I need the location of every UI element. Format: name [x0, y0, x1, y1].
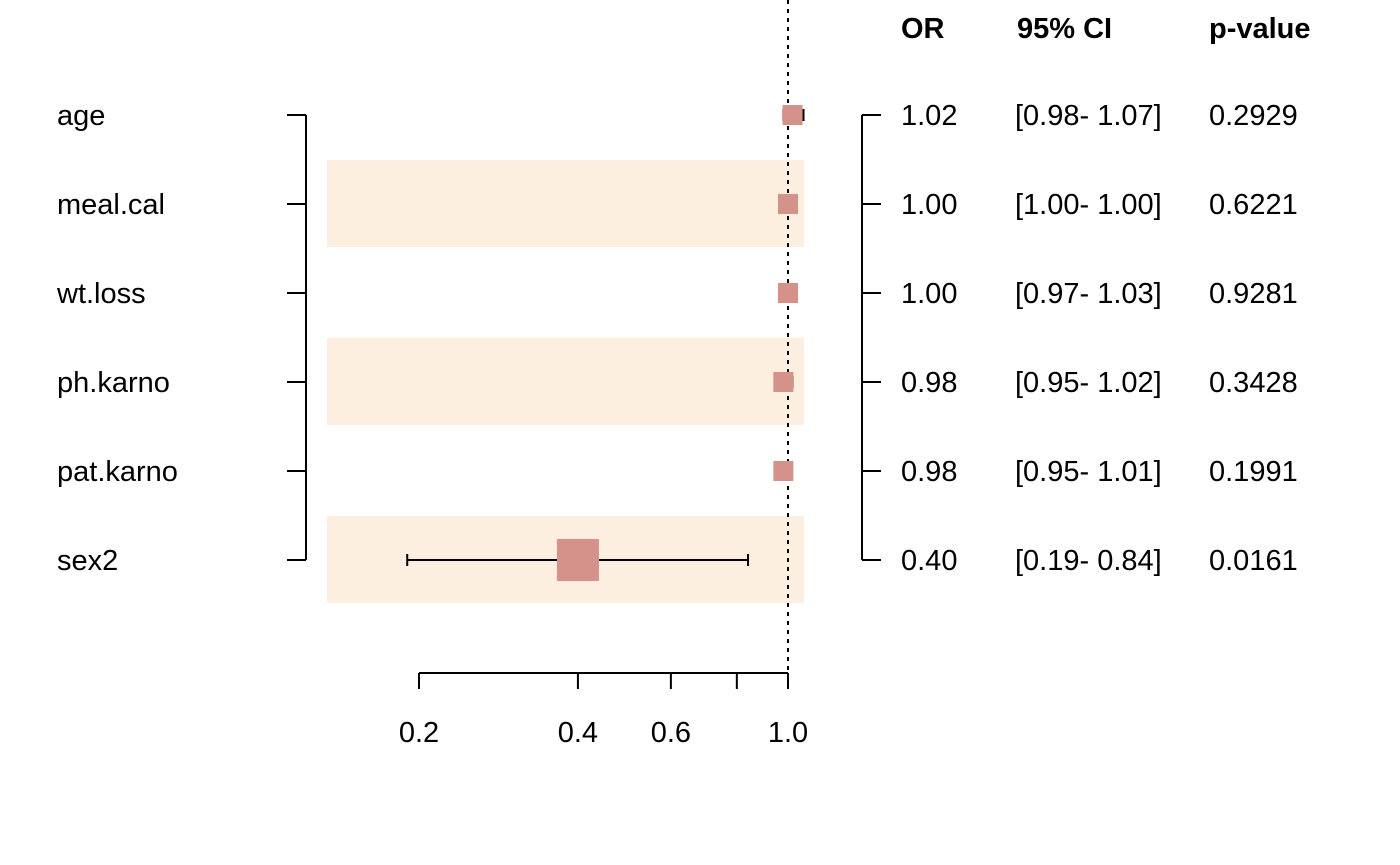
row-band	[327, 338, 804, 425]
p-value: 0.3428	[1209, 367, 1298, 399]
ci-value: [0.95- 1.01]	[1015, 456, 1162, 488]
or-marker	[778, 283, 798, 303]
p-value: 0.2929	[1209, 100, 1298, 132]
row-label: sex2	[57, 545, 118, 577]
row-band	[327, 160, 804, 247]
or-value: 1.00	[901, 278, 957, 310]
x-tick-label: 1.0	[768, 717, 808, 749]
header-pvalue: p-value	[1209, 13, 1311, 45]
or-marker	[773, 461, 794, 481]
row-label: ph.karno	[57, 367, 170, 399]
or-marker	[778, 194, 798, 214]
or-marker	[556, 539, 599, 581]
estimate-marks	[406, 105, 805, 581]
ci-value: [0.97- 1.03]	[1015, 278, 1162, 310]
ci-value: [0.98- 1.07]	[1015, 100, 1162, 132]
p-value: 0.0161	[1209, 545, 1298, 577]
or-value: 0.98	[901, 367, 957, 399]
x-axis: 0.2 0.4 0.6 1.0	[399, 672, 808, 749]
row-bands	[327, 160, 804, 603]
or-value: 1.00	[901, 189, 957, 221]
p-value: 0.9281	[1209, 278, 1298, 310]
row-brackets	[287, 114, 881, 561]
or-value: 1.02	[901, 100, 957, 132]
row-label: pat.karno	[57, 456, 178, 488]
x-tick-label: 0.4	[558, 717, 598, 749]
x-tick-label: 0.6	[651, 717, 691, 749]
or-marker	[782, 105, 803, 125]
row-label: meal.cal	[57, 189, 165, 221]
header-ci: 95% CI	[1017, 13, 1112, 45]
header-or: OR	[901, 13, 945, 45]
or-value: 0.98	[901, 456, 957, 488]
ci-value: [0.19- 0.84]	[1015, 545, 1162, 577]
x-tick-label: 0.2	[399, 717, 439, 749]
ci-value: [1.00- 1.00]	[1015, 189, 1162, 221]
stats-table: OR 95% CI p-value 1.02 [0.98- 1.07] 0.2929…	[901, 13, 1311, 577]
row-label: age	[57, 100, 105, 132]
p-value: 0.1991	[1209, 456, 1298, 488]
ci-value: [0.95- 1.02]	[1015, 367, 1162, 399]
row-labels: age meal.cal wt.loss ph.karno pat.karno sex2	[56, 100, 178, 577]
or-marker	[773, 372, 794, 392]
or-value: 0.40	[901, 545, 957, 577]
row-label: wt.loss	[56, 278, 146, 310]
p-value: 0.6221	[1209, 189, 1298, 221]
